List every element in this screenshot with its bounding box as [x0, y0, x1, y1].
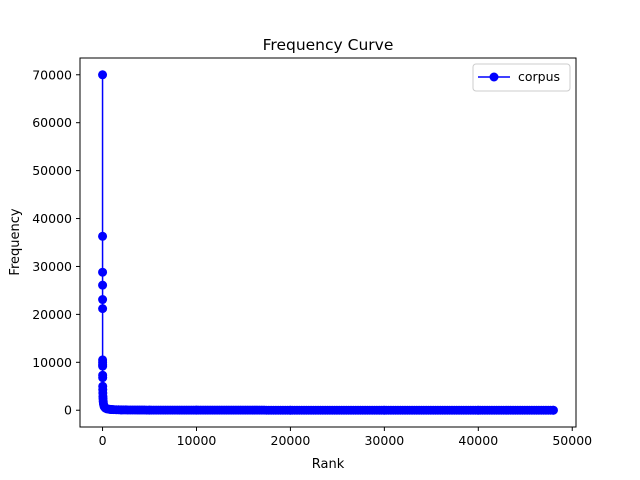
y-tick-label: 30000 — [32, 259, 72, 274]
y-tick-label: 10000 — [32, 355, 72, 370]
data-point — [98, 231, 108, 241]
y-tick-label: 40000 — [32, 211, 72, 226]
data-point — [98, 304, 108, 314]
x-axis-label: Rank — [312, 457, 345, 472]
x-tick-label: 40000 — [458, 433, 498, 448]
data-point — [548, 405, 558, 415]
legend-box — [472, 63, 571, 92]
data-point — [98, 373, 108, 383]
y-tick-label: 20000 — [32, 307, 72, 322]
legend-entry-label: corpus — [518, 69, 560, 84]
x-tick-label: 30000 — [364, 433, 404, 448]
data-point — [98, 361, 108, 371]
axes-frame — [79, 57, 577, 428]
data-point — [98, 70, 108, 80]
x-tick-label: 10000 — [177, 433, 217, 448]
legend: corpus — [472, 63, 571, 92]
data-point — [98, 280, 108, 290]
y-tick-label: 0 — [64, 403, 72, 418]
y-tick-label: 60000 — [32, 115, 72, 130]
legend-marker-sample — [489, 72, 499, 82]
x-tick-label: 0 — [99, 433, 107, 448]
data-point — [98, 267, 108, 277]
data-point — [98, 295, 108, 305]
axis-ticks: 0 10000 20000 30000 40000 50000 0 10000 20000 300… — [32, 67, 592, 448]
y-axis-label: Frequency — [8, 208, 23, 275]
x-tick-label: 20000 — [271, 433, 311, 448]
x-tick-label: 50000 — [552, 433, 592, 448]
plot-area — [98, 70, 558, 415]
chart-title: Frequency Curve — [263, 36, 394, 54]
y-tick-label: 70000 — [32, 67, 72, 82]
y-tick-label: 50000 — [32, 163, 72, 178]
